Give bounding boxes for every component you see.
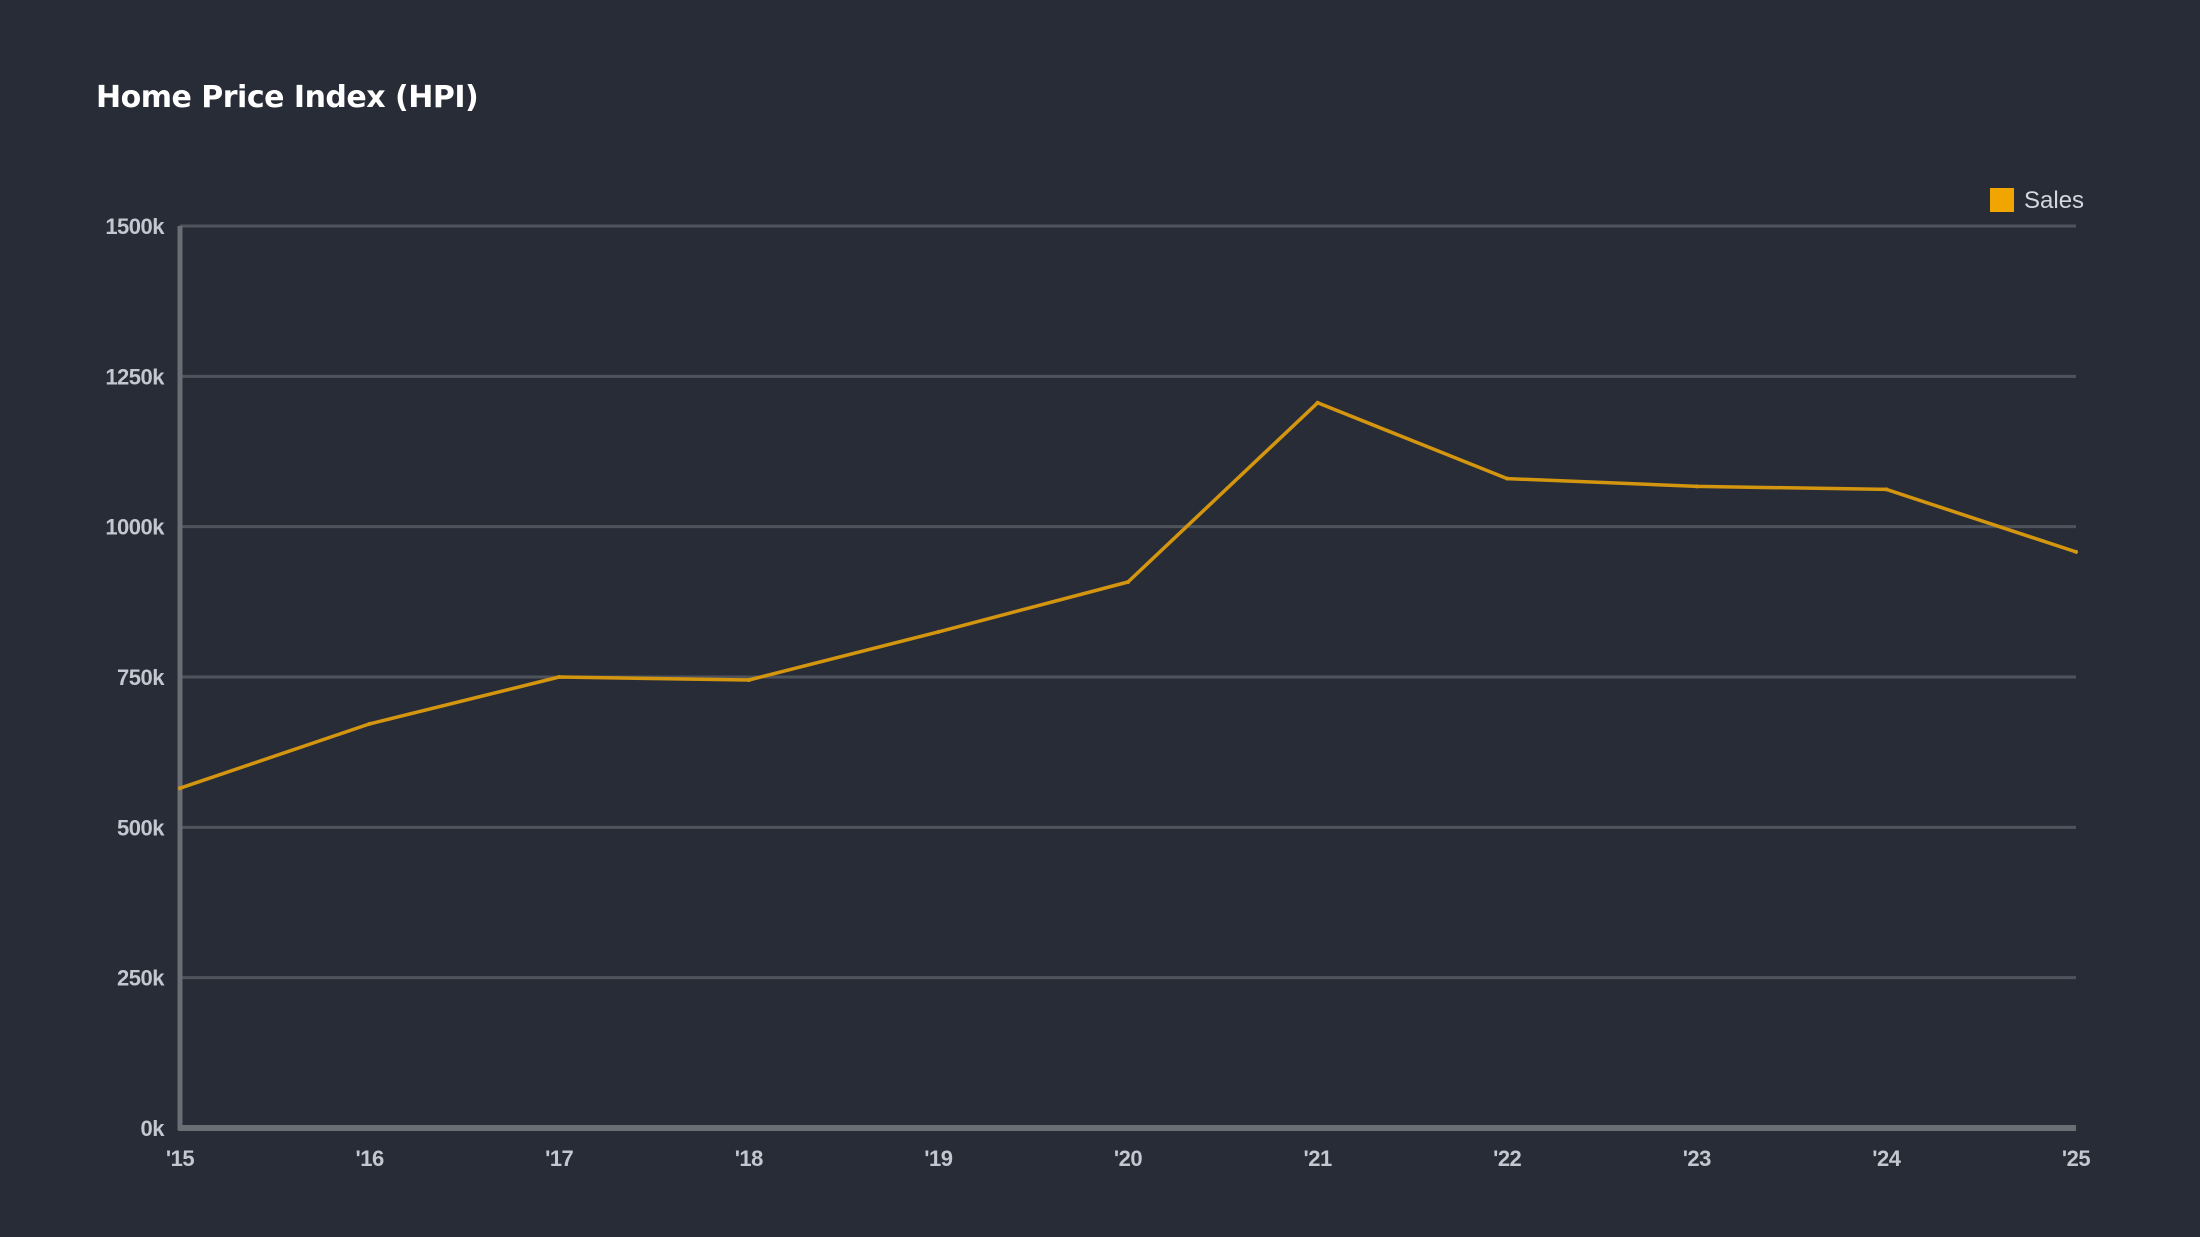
data-point (557, 675, 562, 679)
legend[interactable]: Sales (1990, 187, 2084, 214)
series-lines (178, 400, 2078, 791)
data-point (178, 786, 182, 791)
series-line-sales (178, 401, 2078, 790)
data-point (1694, 484, 1699, 489)
x-axis-tick-labels: '15 '16 '17 '18 '19 '20 '21 '22 '23 '24 '25 (166, 1146, 2091, 1171)
legend-label[interactable]: Sales (2024, 187, 2084, 214)
x-tick-label: '16 (355, 1146, 383, 1171)
y-tick-label: 750k (117, 665, 165, 690)
data-point (1315, 400, 1320, 405)
y-axis-tick-labels: 0k 250k 500k 750k 1000k 1250k 1500k (105, 214, 165, 1141)
x-tick-label: '23 (1683, 1146, 1711, 1171)
y-tick-label: 0k (141, 1116, 166, 1141)
data-point (367, 721, 372, 726)
data-point (1884, 487, 1889, 492)
y-tick-label: 500k (117, 815, 165, 840)
x-tick-label: '25 (2062, 1146, 2090, 1171)
data-point (746, 678, 751, 683)
x-tick-label: '17 (545, 1146, 573, 1171)
y-tick-label: 1500k (105, 214, 165, 239)
data-point (1126, 579, 1130, 584)
axes (177, 226, 2076, 1131)
x-tick-label: '15 (166, 1146, 194, 1171)
data-point (2074, 549, 2078, 554)
data-point (1505, 476, 1510, 481)
x-tick-label: '21 (1303, 1146, 1331, 1171)
y-tick-label: 1000k (105, 515, 165, 540)
data-point (936, 629, 941, 634)
chart-title: Home Price Index (HPI) (96, 80, 479, 115)
x-tick-label: '22 (1493, 1146, 1521, 1171)
x-tick-label: '20 (1114, 1146, 1142, 1171)
x-tick-label: '19 (924, 1146, 952, 1171)
y-tick-label: 1250k (105, 364, 165, 389)
y-tick-label: 250k (117, 966, 165, 991)
x-tick-label: '24 (1872, 1146, 1901, 1171)
x-tick-label: '18 (735, 1146, 763, 1171)
legend-swatch (1990, 188, 2014, 212)
gridlines (180, 224, 2076, 980)
